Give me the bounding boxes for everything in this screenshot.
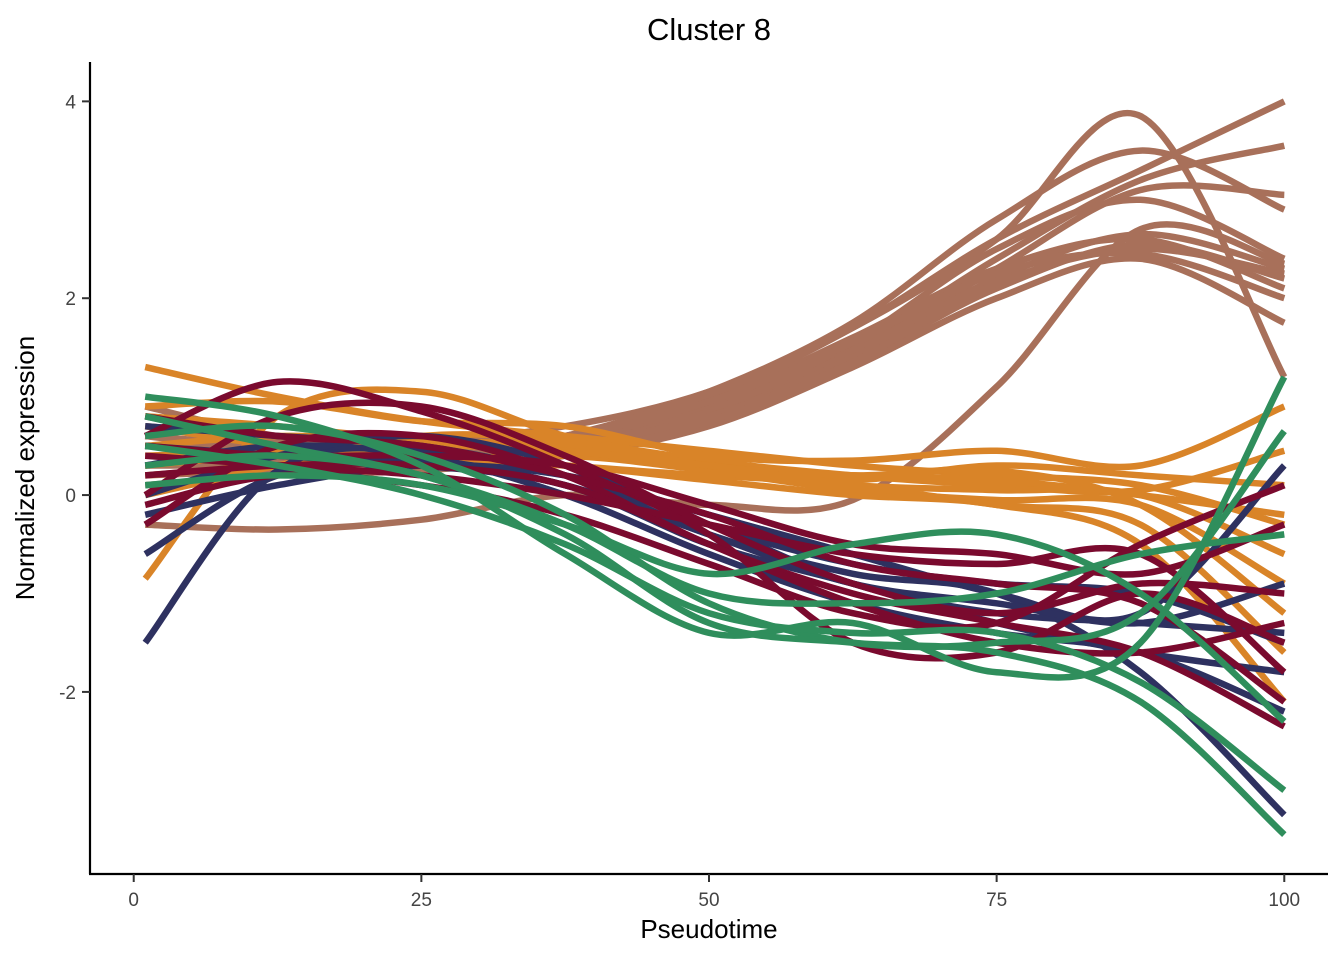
x-tick-label: 75 bbox=[986, 890, 1007, 911]
y-axis-title: Normalized expression bbox=[10, 336, 40, 600]
x-tick-label: 50 bbox=[698, 890, 719, 911]
y-tick-label: -2 bbox=[59, 683, 76, 704]
y-tick-label: 4 bbox=[65, 92, 76, 113]
y-axis-ticks: -2 0 2 4 bbox=[59, 92, 90, 704]
y-tick-label: 2 bbox=[65, 289, 76, 310]
series-line-31 bbox=[143, 378, 1286, 662]
series-group bbox=[142, 98, 1288, 837]
series-line-35 bbox=[144, 460, 1285, 657]
x-axis-title: Pseudotime bbox=[640, 914, 777, 944]
y-tick-label: 0 bbox=[65, 486, 76, 507]
x-tick-label: 25 bbox=[411, 890, 432, 911]
series-line-36 bbox=[144, 413, 1287, 705]
series-line-40 bbox=[144, 422, 1287, 651]
x-axis-ticks: 0 25 50 75 100 bbox=[128, 874, 1300, 911]
x-tick-label: 0 bbox=[128, 890, 139, 911]
chart-title: Cluster 8 bbox=[647, 12, 771, 47]
series-line-44 bbox=[144, 413, 1285, 607]
series-line-34 bbox=[144, 452, 1287, 675]
x-tick-label: 100 bbox=[1268, 890, 1300, 911]
series-line-43 bbox=[144, 472, 1287, 724]
